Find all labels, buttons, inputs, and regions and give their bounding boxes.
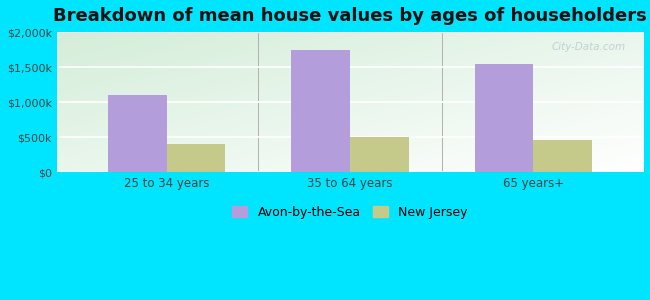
- Legend: Avon-by-the-Sea, New Jersey: Avon-by-the-Sea, New Jersey: [226, 200, 474, 225]
- Bar: [533, 140, 592, 172]
- Bar: [167, 144, 226, 172]
- Bar: [474, 64, 533, 172]
- Text: City-Data.com: City-Data.com: [551, 42, 625, 52]
- Bar: [108, 95, 167, 172]
- Bar: [291, 50, 350, 172]
- Bar: [350, 136, 409, 172]
- Title: Breakdown of mean house values by ages of householders: Breakdown of mean house values by ages o…: [53, 7, 647, 25]
